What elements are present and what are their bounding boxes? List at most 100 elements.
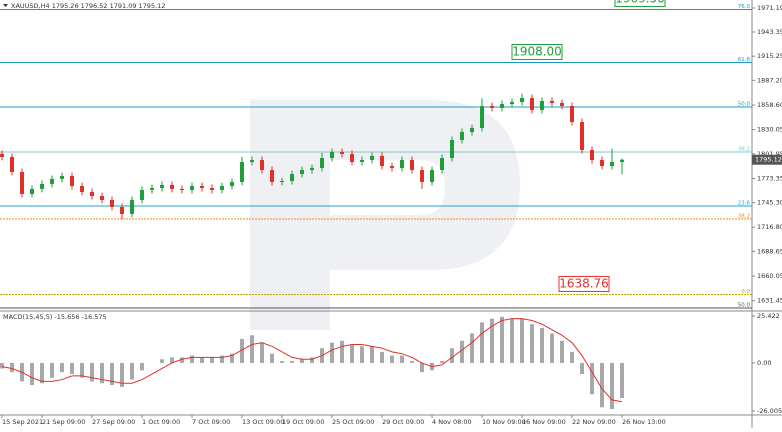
candle-body <box>610 161 614 167</box>
price-box <box>511 43 563 60</box>
macd-title: MACD(15,45,5) -15.656 -16.575 <box>3 313 107 321</box>
candle-body <box>150 187 154 190</box>
macd-bar <box>220 355 224 363</box>
candle-body <box>170 184 174 189</box>
macd-bar <box>140 362 144 371</box>
candle-body <box>500 103 504 108</box>
candle-body <box>60 176 64 179</box>
macd-bar <box>410 361 414 363</box>
x-tick-label: 10 Nov 09:00 <box>482 418 526 426</box>
macd-bar <box>110 362 114 386</box>
candle-body <box>260 159 264 170</box>
macd-bar <box>270 353 274 363</box>
candle-body <box>0 153 4 157</box>
x-tick-label: 4 Nov 08:00 <box>432 418 472 426</box>
macd-bar <box>290 361 294 363</box>
candle-body <box>540 100 544 111</box>
candle-body <box>430 169 434 182</box>
macd-bar <box>380 351 384 363</box>
y-tick-label: 1943.35 <box>757 28 782 36</box>
level-label: 23.6 <box>738 201 751 207</box>
candle-body <box>600 159 604 167</box>
candle-body <box>30 188 34 194</box>
macd-bar <box>180 357 184 363</box>
macd-bar <box>490 318 494 363</box>
macd-bar <box>250 335 254 363</box>
candle-body <box>100 196 104 200</box>
macd-bar <box>0 362 4 369</box>
x-tick-label: 19 Oct 09:00 <box>282 418 324 426</box>
candle-body <box>390 166 394 169</box>
macd-bar <box>520 318 524 363</box>
price-box <box>558 275 610 292</box>
macd-bar <box>450 348 454 363</box>
macd-bar <box>280 361 284 363</box>
macd-bar <box>610 362 614 410</box>
y-tick-label: 1660.05 <box>757 272 782 280</box>
level-label: 50.0 <box>738 102 751 108</box>
y-tick-label: 1631.45 <box>757 297 782 305</box>
x-tick-label: 27 Sep 09:00 <box>92 418 135 426</box>
x-tick-label: 29 Oct 09:00 <box>382 418 424 426</box>
macd-bar <box>360 346 364 363</box>
macd-bar <box>230 353 234 363</box>
macd-bar <box>470 333 474 363</box>
x-tick-label: 26 Nov 13:00 <box>622 418 666 426</box>
macd-bar <box>310 357 314 363</box>
candle-body <box>560 102 564 106</box>
candle-body <box>620 159 624 162</box>
candle-body <box>590 150 594 160</box>
candle-body <box>530 97 534 111</box>
macd-bar <box>120 362 124 387</box>
x-tick-label: 15 Sep 2021 <box>2 418 43 426</box>
macd-bar <box>260 342 264 363</box>
macd-bar <box>510 318 514 363</box>
macd-bar <box>170 357 174 363</box>
candle-body <box>230 181 234 187</box>
candle-body <box>440 158 444 170</box>
candle-body <box>580 122 584 151</box>
macd-signal <box>1 318 623 403</box>
candle-body <box>360 159 364 162</box>
candle-body <box>420 169 424 182</box>
y-tick-label: 1915.25 <box>757 52 782 60</box>
candle-body <box>520 97 524 103</box>
macd-bar <box>200 357 204 363</box>
menu-icon <box>3 4 8 7</box>
macd-bar <box>60 362 64 373</box>
macd-bar <box>10 362 14 373</box>
macd-bar <box>350 344 354 363</box>
price-box-label: 1908.00 <box>512 44 562 58</box>
y-tick-label: 1830.05 <box>757 126 782 134</box>
macd-bar <box>390 355 394 363</box>
candle-body <box>220 186 224 190</box>
candle-body <box>160 184 164 188</box>
candle-body <box>130 199 134 214</box>
x-tick-label: 22 Nov 09:00 <box>572 418 616 426</box>
macd-bar <box>210 357 214 363</box>
x-tick-label: 1 Oct 09:00 <box>142 418 180 426</box>
macd-bar <box>160 359 164 363</box>
macd-bar <box>480 322 484 363</box>
candle-body <box>310 168 314 170</box>
macd-bar <box>500 316 504 363</box>
candle-body <box>90 191 94 197</box>
x-tick-label: 13 Oct 09:00 <box>242 418 284 426</box>
candle-body <box>470 128 474 132</box>
candle-body <box>50 178 54 184</box>
price-box-label: 1638.76 <box>559 276 609 290</box>
level-label: 76.0 <box>738 4 751 10</box>
candle-body <box>450 140 454 159</box>
y-tick-label: 1801.95 <box>757 150 782 158</box>
y-tick-label: 1716.80 <box>757 223 782 231</box>
macd-bar <box>540 327 544 363</box>
candle-body <box>340 151 344 154</box>
y-tick-label: 1858.60 <box>757 101 782 109</box>
candle-body <box>510 102 514 104</box>
macd-bar <box>70 362 74 375</box>
candle-body <box>410 159 414 170</box>
macd-bar <box>370 346 374 363</box>
candle-body <box>460 131 464 141</box>
candle-body <box>20 171 24 194</box>
candle-body <box>70 176 74 187</box>
